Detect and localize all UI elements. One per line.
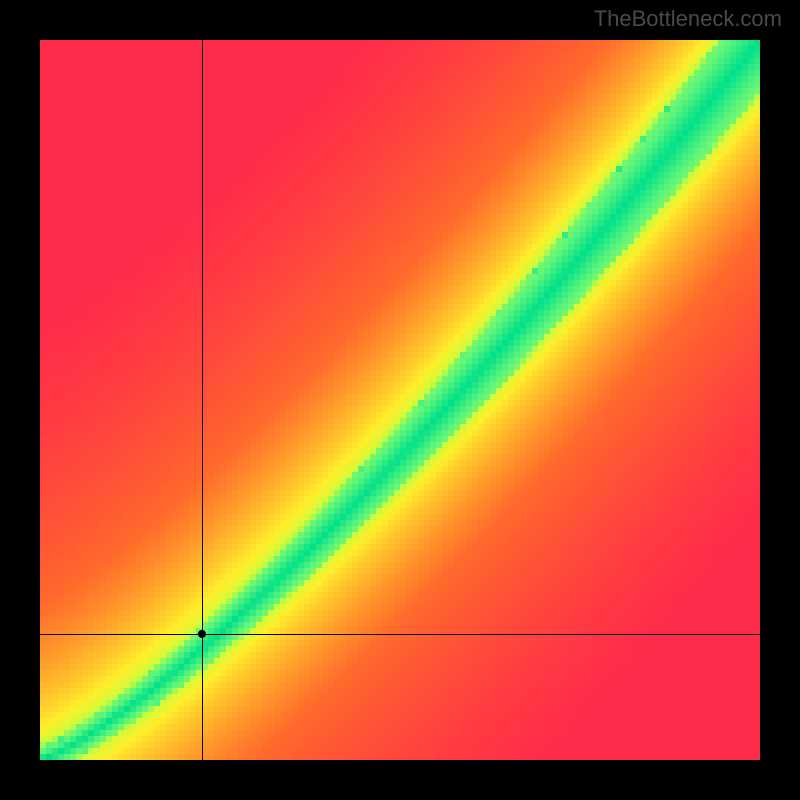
crosshair-vertical: [202, 40, 203, 760]
crosshair-marker-dot: [198, 630, 206, 638]
heatmap-plot: [40, 40, 760, 760]
crosshair-horizontal: [40, 634, 760, 635]
watermark-text: TheBottleneck.com: [594, 6, 782, 32]
heatmap-canvas: [40, 40, 760, 760]
